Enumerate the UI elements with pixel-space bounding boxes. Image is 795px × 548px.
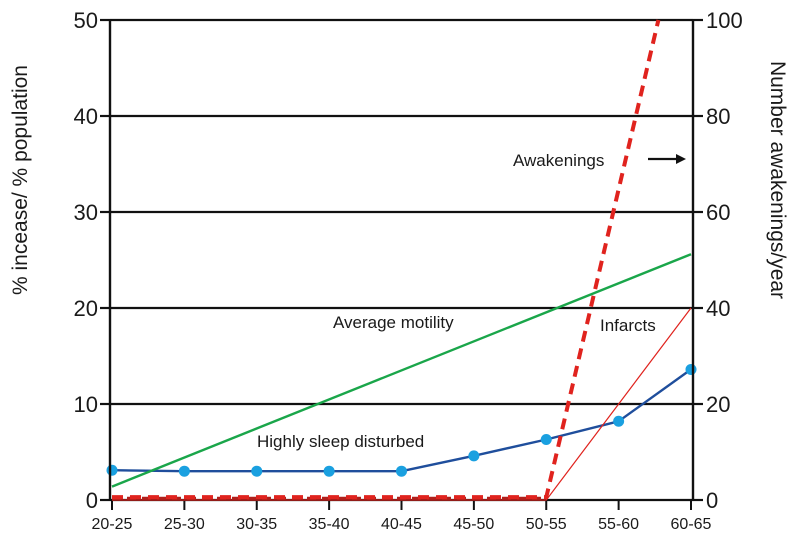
point-highly-sleep-disturbed-35-40 (323, 465, 335, 477)
annotation-average-motility: Average motility (333, 313, 454, 332)
y-tick-label-50: 50 (74, 8, 98, 33)
point-highly-sleep-disturbed-45-50 (468, 450, 480, 462)
series-line-highly-sleep-disturbed (111, 368, 692, 473)
point-highly-sleep-disturbed-20-25 (106, 464, 118, 476)
awakenings-arrow-icon (648, 154, 686, 164)
annotation-awakenings: Awakenings (513, 151, 604, 170)
y2-tick-label-100: 100 (706, 8, 743, 33)
x-tick-label-25-30: 25-30 (164, 516, 205, 533)
annotation-highly-sleep-disturbed: Highly sleep disturbed (257, 432, 424, 451)
y2-tick-label-20: 20 (706, 392, 730, 417)
y-tick-label-0: 0 (86, 488, 98, 513)
x-tick-label-45-50: 45-50 (453, 516, 494, 533)
y-tick-label-30: 30 (74, 200, 98, 225)
series-line-average-motility (111, 253, 692, 488)
x-tick-label-50-55: 50-55 (526, 516, 567, 533)
y2-tick-label-80: 80 (706, 104, 730, 129)
series-line-infarcts (112, 307, 692, 501)
x-tick-label-20-25: 20-25 (92, 516, 133, 533)
y-tick-label-20: 20 (74, 296, 98, 321)
plot-frame (108, 19, 695, 501)
y-tick-label-10: 10 (74, 392, 98, 417)
point-highly-sleep-disturbed-25-30 (178, 465, 190, 477)
x-tick-label-35-40: 35-40 (309, 516, 350, 533)
tick-labels: 0 10 20 30 40 50 0 20 40 60 80 100 20-25 25-30 30-35 35… (74, 8, 743, 533)
x-tick-label-40-45: 40-45 (381, 516, 422, 533)
x-tick-label-30-35: 30-35 (236, 516, 277, 533)
x-tick-label-60-65: 60-65 (671, 516, 712, 533)
x-tick-label-55-60: 55-60 (598, 516, 639, 533)
gridlines (100, 18, 703, 510)
annotation-infarcts: Infarcts (600, 316, 656, 335)
y2-tick-label-60: 60 (706, 200, 730, 225)
point-highly-sleep-disturbed-60-65 (685, 363, 697, 375)
y2-tick-label-0: 0 (706, 488, 718, 513)
point-highly-sleep-disturbed-50-55 (540, 434, 552, 446)
y2-tick-label-40: 40 (706, 296, 730, 321)
series-line-awakenings (112, 19, 661, 500)
point-highly-sleep-disturbed-40-45 (396, 465, 407, 477)
y-tick-label-40: 40 (74, 104, 98, 129)
point-highly-sleep-disturbed-55-60 (613, 415, 625, 427)
series-layer (106, 19, 697, 501)
y-axis-title: % incease/ % population (9, 65, 32, 295)
y2-axis-title: Number awakenings/year (766, 61, 789, 299)
point-highly-sleep-disturbed-30-35 (251, 465, 263, 477)
